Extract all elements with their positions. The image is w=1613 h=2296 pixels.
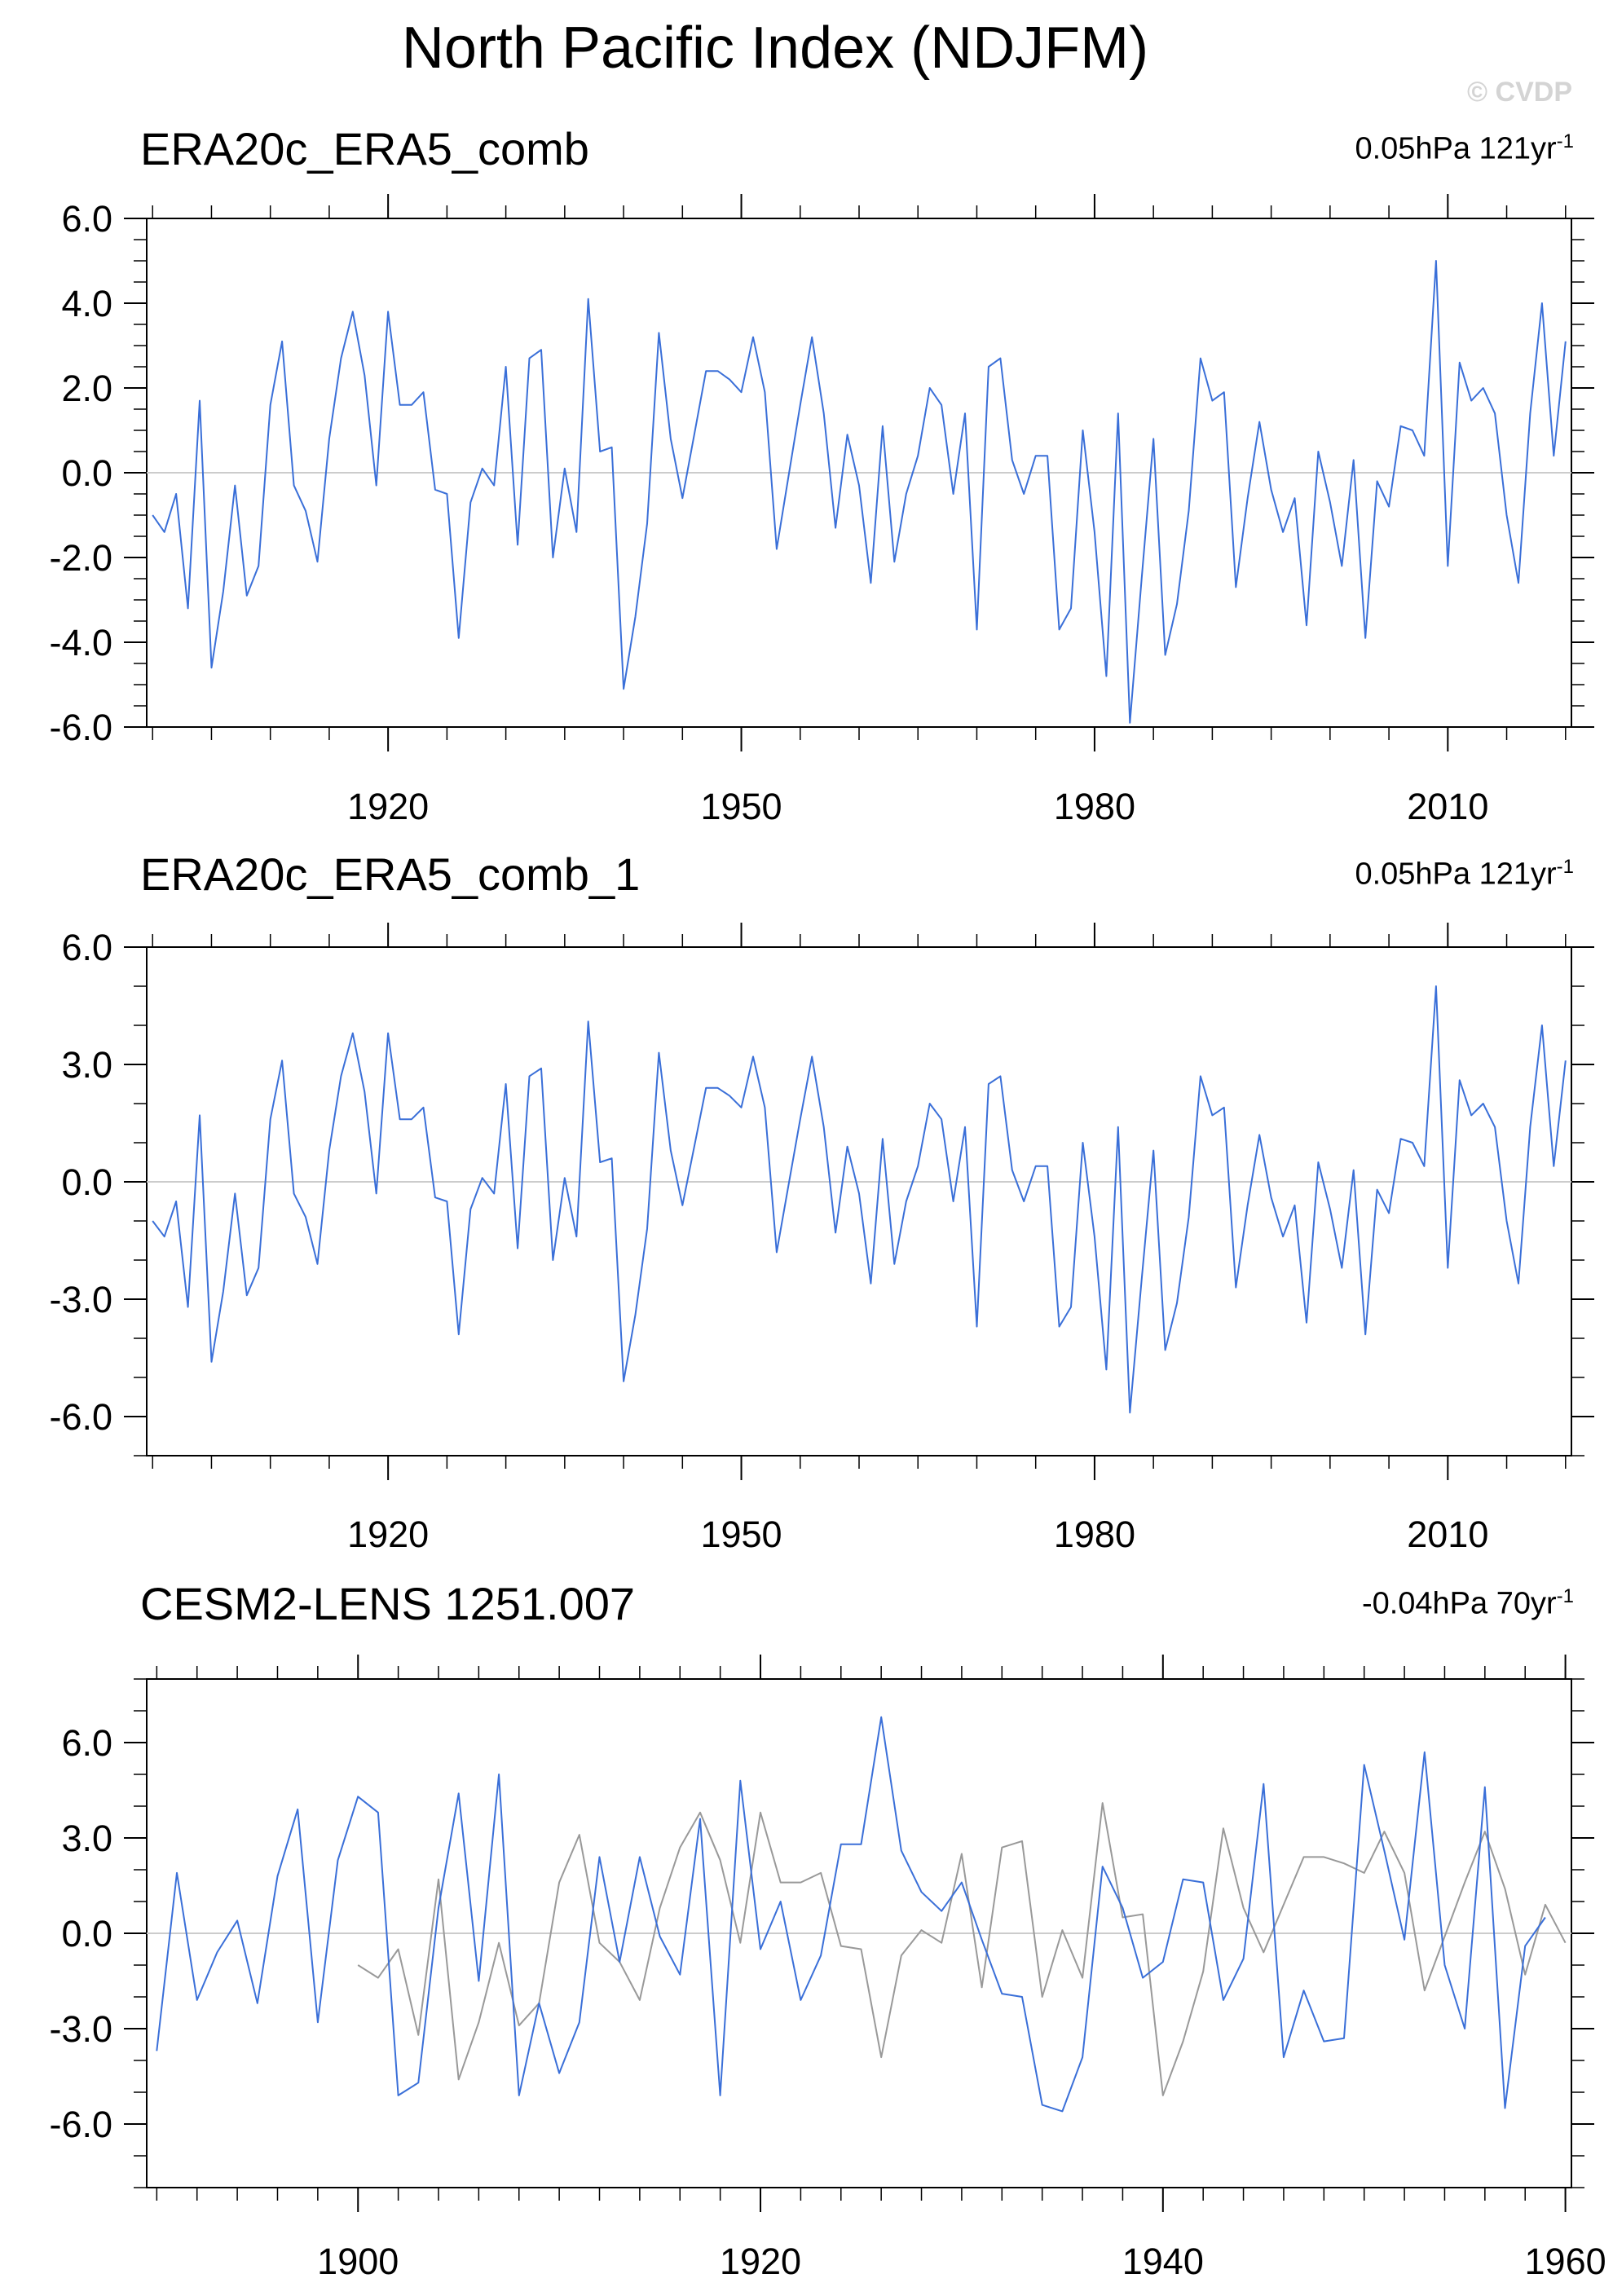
x-tick-label: 1950 (700, 786, 782, 827)
x-tick-label: 1920 (720, 2241, 801, 2282)
series-line-era20c-era5-comb-overlay- (357, 1802, 1567, 2096)
panel-2-frame (146, 946, 1572, 1456)
y-tick-label: 6.0 (61, 927, 112, 968)
x-tick-label: 1960 (1525, 2241, 1606, 2282)
y-tick-label: 2.0 (61, 368, 112, 409)
x-tick-label: 1900 (317, 2241, 399, 2282)
x-tick-label: 2010 (1407, 786, 1488, 827)
series-line-cesm2-lens-1251-007 (156, 1716, 1546, 2113)
y-tick-label: -3.0 (49, 1279, 112, 1320)
y-tick-label: 3.0 (61, 1044, 112, 1086)
panel-2-trend: 0.05hPa 121yr-1 (1355, 856, 1574, 892)
x-tick-label: 1940 (1122, 2241, 1204, 2282)
y-tick-label: 3.0 (61, 1818, 112, 1859)
page-title: North Pacific Index (NDJFM) (401, 15, 1149, 81)
y-tick-label: 0.0 (61, 452, 112, 494)
cvdp-watermark: © CVDP (1467, 77, 1572, 108)
x-tick-label: 1980 (1054, 1514, 1135, 1555)
panel-1-title: ERA20c_ERA5_comb (140, 123, 589, 174)
panel-3-title: CESM2-LENS 1251.007 (140, 1578, 636, 1629)
x-tick-label: 1920 (347, 786, 429, 827)
y-tick-label: -4.0 (49, 622, 112, 663)
y-tick-label: 6.0 (61, 1722, 112, 1764)
y-tick-label: -6.0 (49, 707, 112, 748)
series-line-era20c-era5-comb (152, 260, 1567, 724)
series-line-era20c-era5-comb-1 (152, 985, 1567, 1414)
x-tick-label: 2010 (1407, 1514, 1488, 1555)
panel-2-title: ERA20c_ERA5_comb_1 (140, 848, 641, 900)
y-tick-label: -3.0 (49, 2008, 112, 2050)
panel-3-trend: -0.04hPa 70yr-1 (1361, 1585, 1574, 1621)
y-tick-label: 4.0 (61, 283, 112, 324)
x-tick-label: 1920 (347, 1514, 429, 1555)
y-tick-label: -2.0 (49, 537, 112, 579)
y-tick-label: -6.0 (49, 2104, 112, 2145)
x-tick-label: 1980 (1054, 786, 1135, 827)
y-tick-label: 0.0 (61, 1161, 112, 1203)
y-tick-label: 6.0 (61, 198, 112, 240)
y-tick-label: 0.0 (61, 1913, 112, 1954)
x-tick-label: 1950 (700, 1514, 782, 1555)
panel-1-trend: 0.05hPa 121yr-1 (1355, 130, 1574, 166)
y-tick-label: -6.0 (49, 1396, 112, 1438)
